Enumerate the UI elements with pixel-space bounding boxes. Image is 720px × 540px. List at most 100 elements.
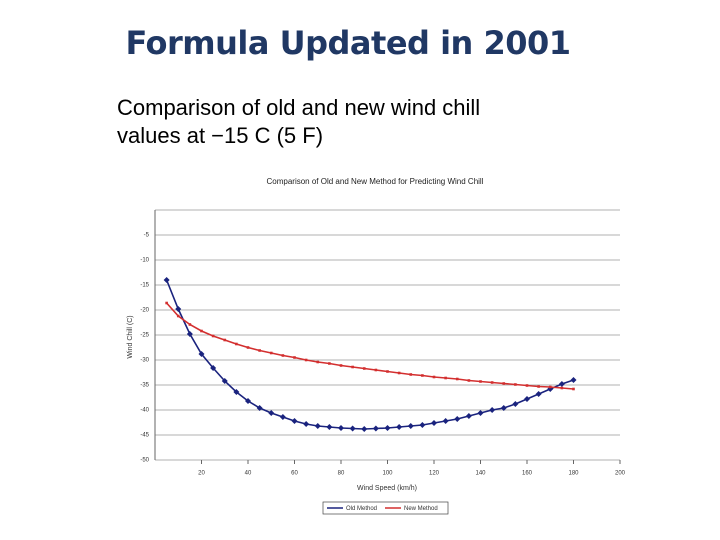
point — [455, 377, 459, 381]
x-tick-label: 120 — [429, 471, 440, 477]
y-tick-label: -50 — [140, 458, 149, 464]
slide-subtitle: Comparison of old and new wind chill val… — [117, 95, 481, 148]
y-tick-label: -5 — [144, 233, 150, 239]
point — [409, 373, 413, 376]
point — [176, 314, 180, 318]
series-line — [166, 302, 574, 390]
y-tick-label: -25 — [140, 333, 149, 339]
point — [548, 385, 552, 389]
point — [246, 346, 250, 349]
point — [372, 425, 379, 432]
point — [431, 420, 437, 426]
point — [314, 423, 321, 429]
point — [397, 371, 401, 375]
point — [386, 370, 389, 373]
point — [477, 410, 484, 416]
y-tick-label: -20 — [140, 308, 149, 314]
legend-label: New Method — [404, 506, 438, 512]
point — [537, 385, 540, 388]
point — [328, 362, 331, 365]
y-tick-label: -15 — [140, 283, 149, 289]
point — [490, 381, 494, 384]
point — [407, 423, 414, 429]
x-tick-label: 40 — [245, 471, 252, 477]
x-tick-label: 140 — [475, 471, 486, 477]
series-line — [165, 279, 574, 430]
point — [258, 349, 261, 352]
point — [362, 367, 366, 370]
point — [396, 424, 403, 430]
point — [326, 424, 333, 430]
y-tick-label: -35 — [140, 383, 149, 389]
legend-label: Old Method — [346, 506, 377, 512]
point — [175, 306, 182, 312]
point — [525, 384, 529, 387]
point — [339, 364, 343, 367]
point — [256, 405, 263, 411]
x-tick-label: 160 — [522, 471, 533, 477]
point — [269, 351, 273, 355]
point — [454, 416, 461, 422]
x-axis-label: Wind Speed (km/h) — [357, 485, 417, 492]
point — [421, 374, 424, 377]
point — [444, 376, 447, 380]
point — [235, 342, 238, 346]
x-tick-label: 20 — [198, 471, 205, 477]
y-tick-label: -30 — [140, 358, 149, 364]
point — [221, 378, 228, 384]
point — [479, 380, 482, 383]
point — [186, 331, 193, 337]
point — [304, 358, 308, 362]
x-tick-label: 80 — [338, 471, 345, 477]
point — [502, 382, 506, 385]
point — [279, 414, 286, 420]
point — [291, 418, 298, 424]
y-tick-label: -40 — [140, 408, 149, 414]
point — [419, 422, 426, 428]
point — [467, 379, 471, 382]
x-tick-label: 180 — [568, 471, 579, 477]
point — [558, 381, 565, 387]
point — [374, 368, 378, 372]
point — [200, 329, 203, 333]
point — [570, 377, 577, 383]
point — [384, 425, 391, 431]
point — [210, 365, 217, 371]
point — [349, 425, 356, 432]
point — [303, 421, 310, 427]
point — [233, 389, 240, 395]
x-tick-label: 200 — [615, 471, 626, 477]
point — [500, 405, 507, 411]
point — [165, 301, 168, 305]
point — [211, 334, 215, 338]
point — [316, 360, 320, 364]
point — [223, 338, 227, 342]
x-tick-label: 100 — [382, 471, 393, 477]
point — [245, 398, 251, 404]
point — [338, 425, 344, 431]
point — [524, 396, 530, 402]
slide-title: Formula Updated in 2001 — [125, 24, 571, 62]
point — [268, 410, 275, 416]
point — [351, 365, 354, 369]
point — [198, 351, 205, 357]
y-tick-label: -10 — [140, 258, 149, 264]
point — [512, 401, 519, 407]
point — [163, 277, 170, 283]
point — [361, 426, 368, 432]
chart-title: Comparison of Old and New Method for Pre… — [267, 177, 484, 186]
point — [572, 387, 575, 391]
x-tick-label: 60 — [291, 471, 298, 477]
point — [465, 413, 472, 419]
point — [432, 375, 436, 379]
y-axis-label: Wind Chill (C) — [127, 315, 134, 358]
point — [535, 391, 542, 397]
point — [188, 323, 192, 326]
point — [514, 383, 517, 386]
point — [281, 354, 285, 357]
point — [560, 386, 564, 390]
point — [489, 407, 496, 413]
y-tick-label: -45 — [140, 433, 149, 439]
